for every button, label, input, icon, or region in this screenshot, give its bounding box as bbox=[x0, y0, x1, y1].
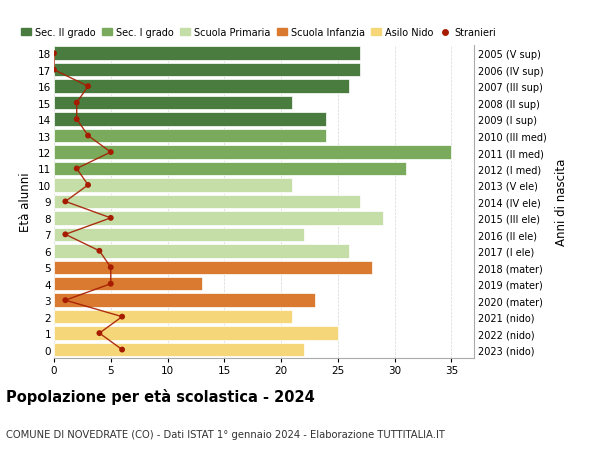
Text: Popolazione per età scolastica - 2024: Popolazione per età scolastica - 2024 bbox=[6, 388, 315, 404]
Point bbox=[72, 165, 82, 173]
Bar bbox=[54, 179, 292, 192]
Bar bbox=[54, 245, 349, 258]
Bar bbox=[54, 129, 326, 143]
Bar bbox=[54, 162, 406, 176]
Bar bbox=[54, 294, 315, 307]
Bar bbox=[54, 212, 383, 225]
Bar bbox=[54, 146, 451, 159]
Y-axis label: Età alunni: Età alunni bbox=[19, 172, 32, 232]
Point bbox=[118, 313, 127, 321]
Point bbox=[61, 231, 70, 239]
Point bbox=[106, 280, 116, 288]
Point bbox=[83, 182, 93, 189]
Bar bbox=[54, 80, 349, 94]
Bar bbox=[54, 277, 202, 291]
Point bbox=[106, 215, 116, 222]
Text: COMUNE DI NOVEDRATE (CO) - Dati ISTAT 1° gennaio 2024 - Elaborazione TUTTITALIA.: COMUNE DI NOVEDRATE (CO) - Dati ISTAT 1°… bbox=[6, 429, 445, 439]
Point bbox=[61, 297, 70, 304]
Point bbox=[49, 50, 59, 58]
Point bbox=[118, 346, 127, 353]
Bar bbox=[54, 47, 361, 61]
Bar bbox=[54, 261, 372, 274]
Bar bbox=[54, 64, 361, 77]
Point bbox=[106, 264, 116, 271]
Legend: Sec. II grado, Sec. I grado, Scuola Primaria, Scuola Infanzia, Asilo Nido, Stran: Sec. II grado, Sec. I grado, Scuola Prim… bbox=[21, 28, 496, 38]
Point bbox=[49, 67, 59, 74]
Point bbox=[72, 116, 82, 123]
Point bbox=[83, 83, 93, 90]
Point bbox=[83, 133, 93, 140]
Point bbox=[95, 330, 104, 337]
Bar bbox=[54, 97, 292, 110]
Bar bbox=[54, 343, 304, 357]
Bar bbox=[54, 310, 292, 324]
Y-axis label: Anni di nascita: Anni di nascita bbox=[555, 158, 568, 246]
Bar bbox=[54, 195, 361, 209]
Point bbox=[61, 198, 70, 206]
Bar bbox=[54, 228, 304, 241]
Bar bbox=[54, 327, 338, 340]
Bar bbox=[54, 113, 326, 127]
Point bbox=[106, 149, 116, 157]
Point bbox=[72, 100, 82, 107]
Point bbox=[95, 247, 104, 255]
